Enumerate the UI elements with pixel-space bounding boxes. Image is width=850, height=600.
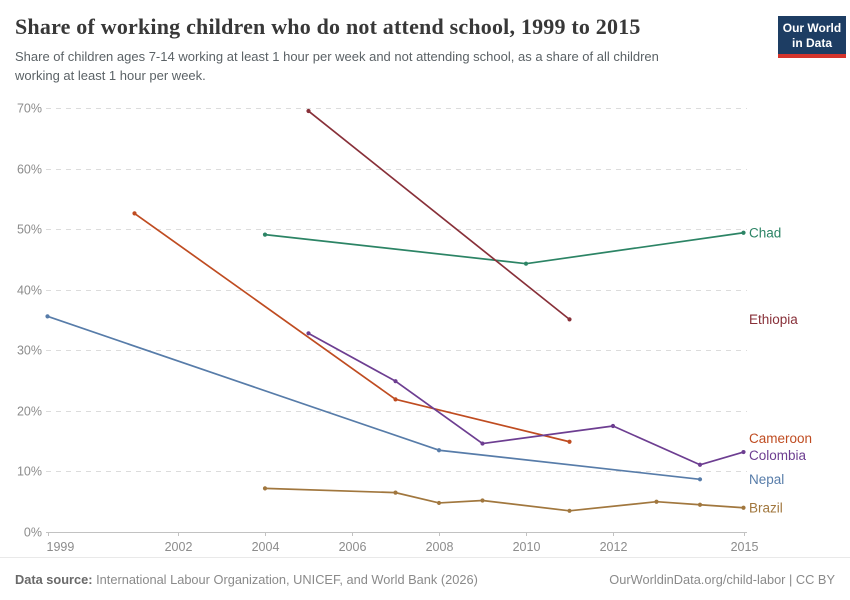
x-tick-label-2004: 2004 — [252, 540, 280, 554]
series-line-chad — [264, 231, 745, 265]
series-point-chad-2004 — [262, 232, 268, 237]
footer-link[interactable]: OurWorldinData.org/child-labor | CC BY — [609, 571, 835, 587]
data-source-text: International Labour Organization, UNICE… — [96, 571, 478, 587]
series-line-nepal — [46, 315, 701, 481]
owid-logo[interactable]: Our World in Data — [778, 16, 846, 58]
page-title: Share of working children who do not att… — [15, 14, 641, 39]
series-label-ethiopia: Ethiopia — [749, 312, 798, 327]
series-point-brazil-2004 — [262, 486, 268, 491]
x-tick-label-2002: 2002 — [165, 540, 193, 554]
series-point-colombia-2015 — [741, 449, 746, 455]
y-tick-label-10: 10% — [17, 465, 42, 479]
logo-line-2: in Data — [791, 35, 832, 50]
series-point-cameroon-2007 — [393, 397, 398, 402]
series-point-ethiopia-2005 — [306, 108, 311, 114]
series-point-colombia-2007 — [393, 379, 398, 384]
series-line-colombia — [307, 332, 745, 466]
x-tick-label-2012: 2012 — [600, 540, 628, 554]
series-point-chad-2015 — [741, 230, 746, 235]
series-line-cameroon — [133, 212, 571, 443]
y-tick-label-30: 30% — [17, 344, 42, 358]
series-label-nepal: Nepal — [749, 472, 784, 487]
x-tick-label-2015: 2015 — [731, 540, 759, 554]
line-chart: 0% 10% 20% 30% 40% 50% 60% 70% 1999 2002 2004 2006 2… — [17, 102, 812, 555]
series-label-cameroon: Cameroon — [749, 431, 812, 446]
data-source: Data source: International Labour Organi… — [15, 572, 478, 587]
series-point-brazil-2011 — [567, 508, 572, 513]
series-point-colombia-2009 — [480, 441, 485, 446]
series-point-colombia-2012 — [610, 423, 616, 429]
series-point-nepal-1999 — [45, 314, 50, 319]
logo-line-1: Our World — [782, 21, 842, 35]
series-point-brazil-2007 — [393, 490, 398, 495]
series-point-chad-2010 — [523, 261, 529, 266]
y-tick-label-60: 60% — [17, 163, 42, 177]
chart-subtitle: Share of children ages 7-14 working at l… — [15, 49, 659, 83]
series-point-ethiopia-2011 — [567, 317, 572, 322]
series-point-colombia-2014 — [697, 462, 703, 467]
series-point-brazil-2009 — [480, 498, 485, 503]
series-point-cameroon-2011 — [567, 439, 572, 444]
series-line-ethiopia — [307, 110, 571, 321]
y-tick-label-0: 0% — [24, 526, 42, 540]
y-tick-label-70: 70% — [17, 102, 42, 116]
series-point-cameroon-2001 — [132, 211, 137, 216]
chart-header: Share of working children who do not att… — [15, 14, 770, 85]
y-tick-label-40: 40% — [17, 284, 42, 298]
series-point-brazil-2015 — [741, 505, 746, 510]
series-label-chad: Chad — [749, 225, 781, 240]
y-tick-label-20: 20% — [17, 405, 42, 419]
chart-footer: Data source: International Labour Organi… — [0, 557, 850, 600]
x-tick-label-2008: 2008 — [426, 540, 454, 554]
x-tick-label-2010: 2010 — [513, 540, 541, 554]
series-point-brazil-2008 — [436, 500, 442, 506]
y-tick-label-50: 50% — [17, 223, 42, 237]
x-tick-label-1999: 1999 — [47, 540, 75, 554]
series-label-brazil: Brazil — [749, 500, 783, 515]
data-source-label: Data source: — [15, 571, 93, 587]
x-tick-label-2006: 2006 — [339, 540, 367, 554]
series-label-colombia: Colombia — [749, 448, 807, 463]
series-point-nepal-2014 — [697, 477, 703, 482]
series-point-brazil-2013 — [654, 499, 659, 504]
series-point-nepal-2008 — [436, 448, 442, 453]
series-line-brazil — [264, 487, 745, 512]
series-point-brazil-2014 — [697, 502, 703, 507]
series-point-colombia-2005 — [306, 331, 311, 336]
